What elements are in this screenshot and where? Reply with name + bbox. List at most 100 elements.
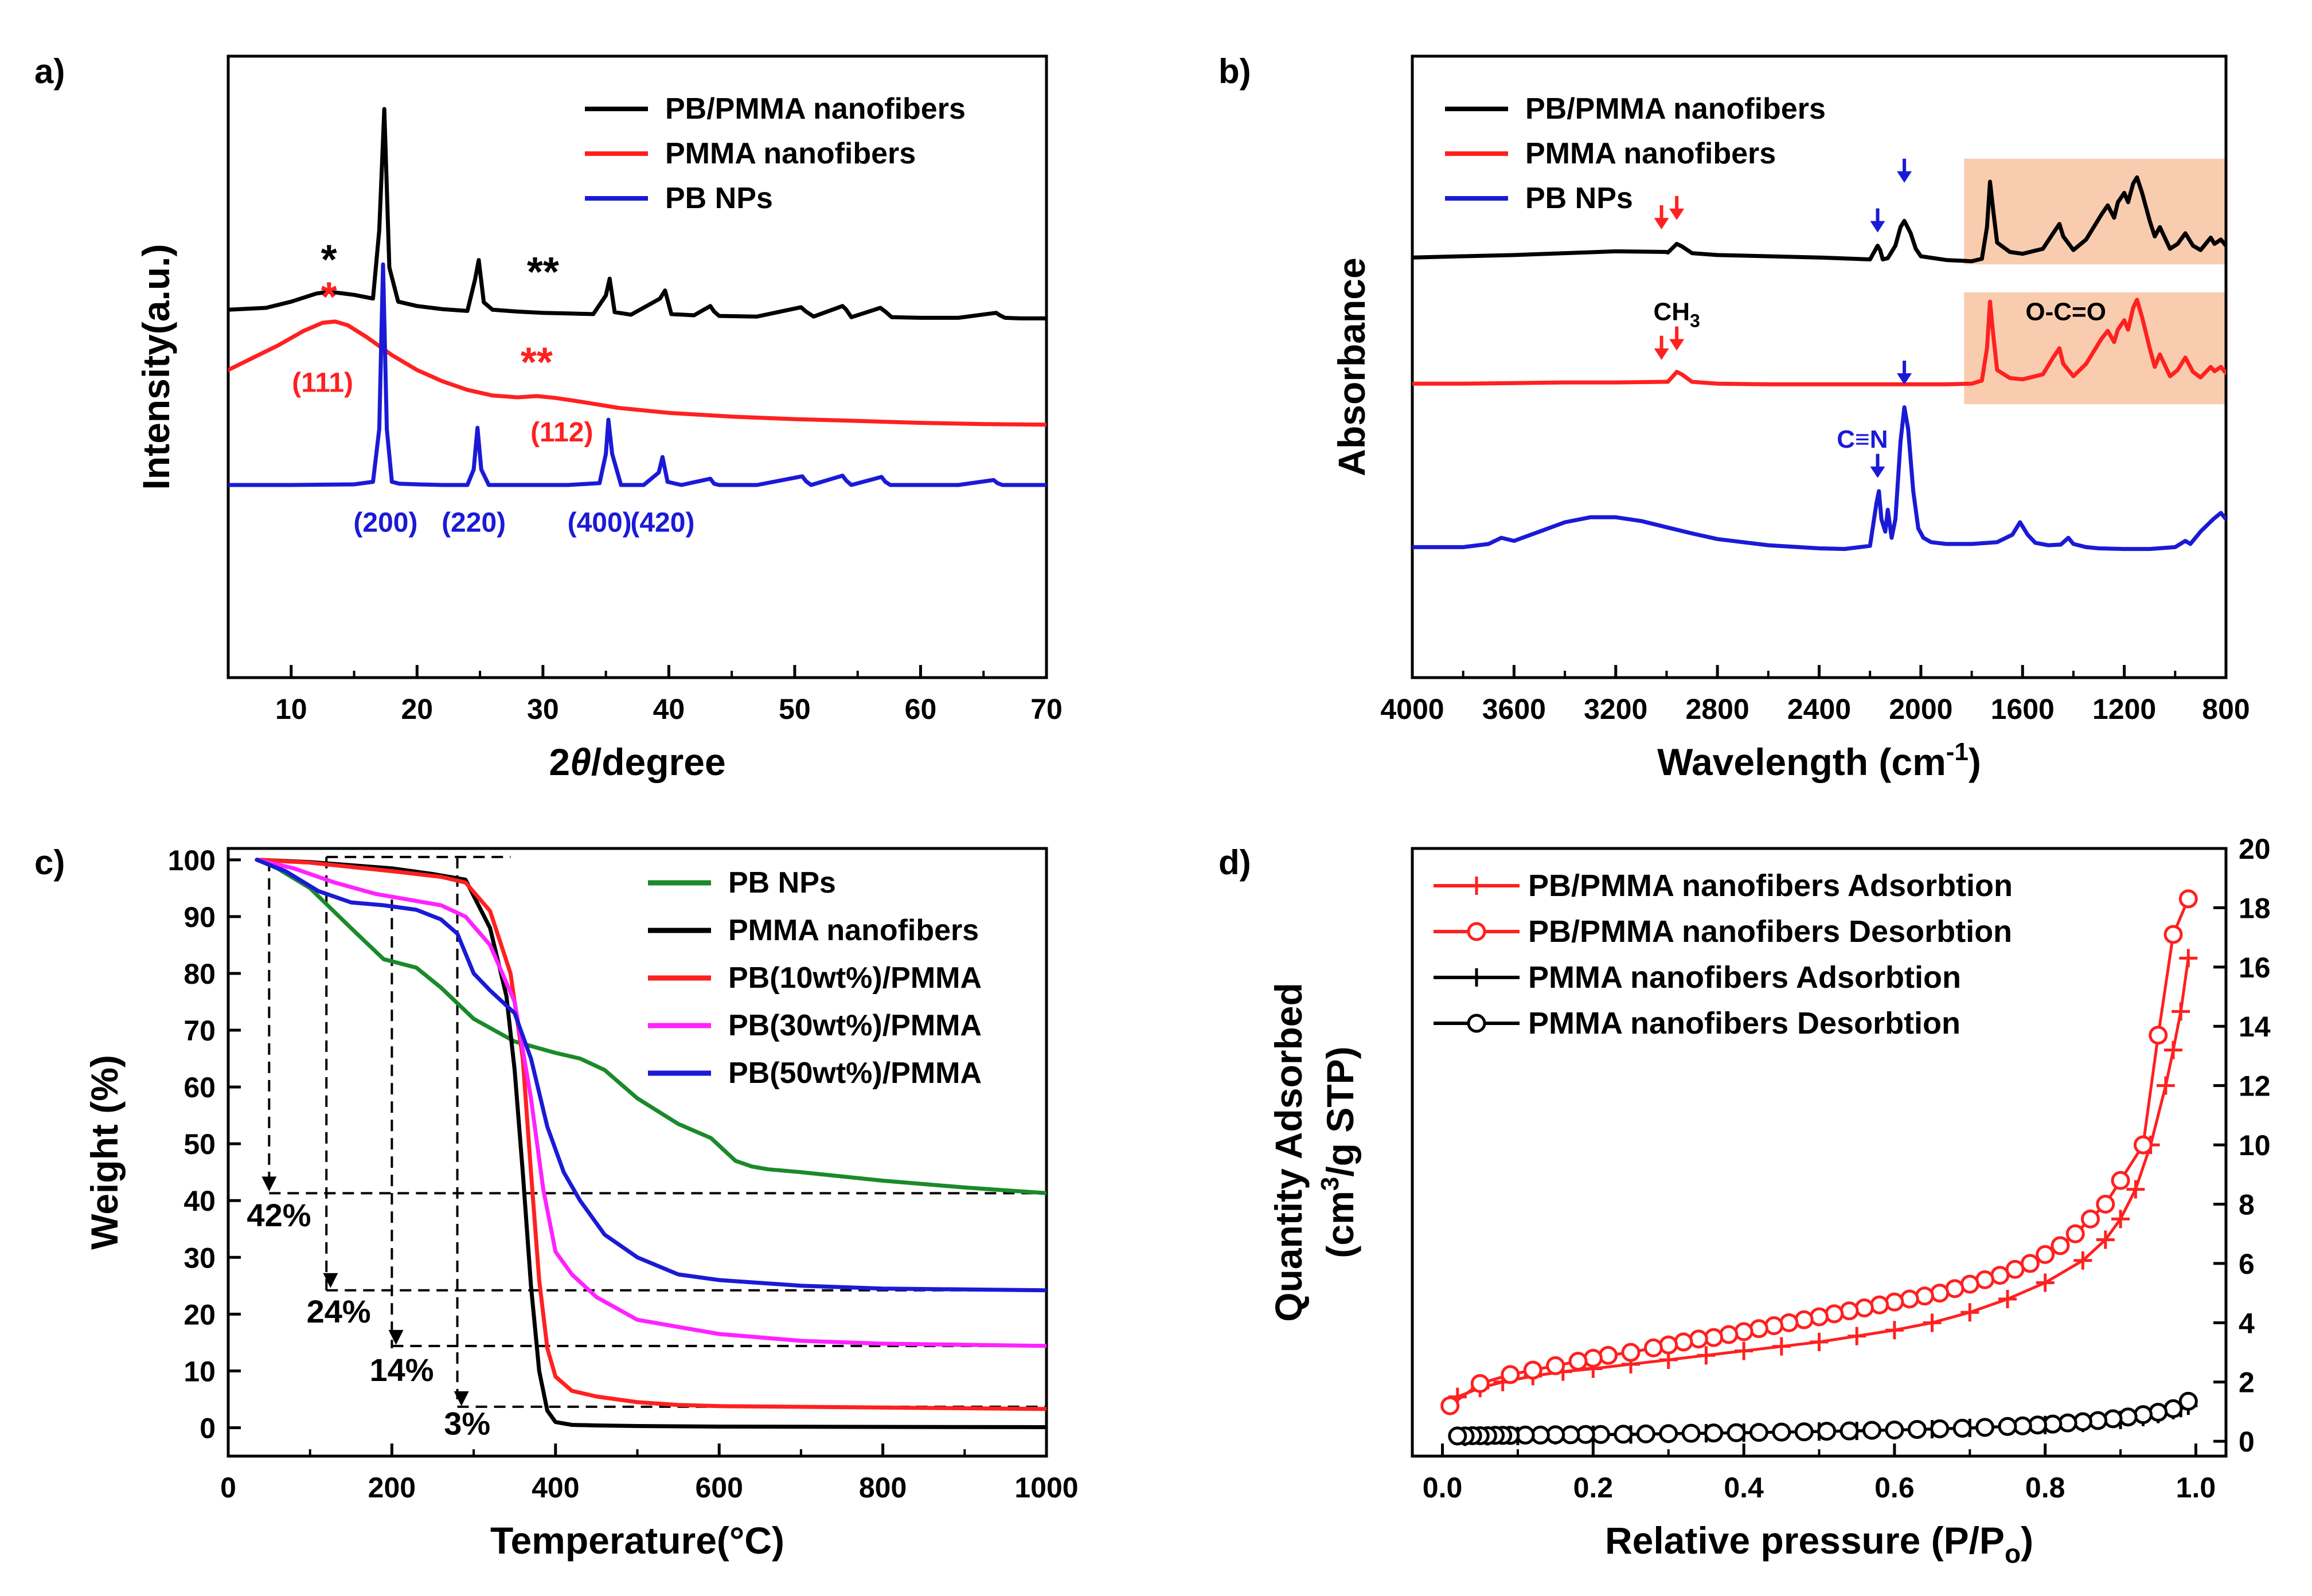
data-point-d-3 xyxy=(2178,1391,2198,1411)
y-tick-label-c: 60 xyxy=(183,1071,216,1104)
series-line-a-0 xyxy=(228,107,1046,320)
data-point-d-3 xyxy=(1794,1422,1814,1442)
x-tick-label-c: 200 xyxy=(368,1472,416,1504)
data-point-d-3 xyxy=(1704,1423,1724,1443)
data-point-d-1 xyxy=(2111,1171,2130,1190)
data-point-d-1 xyxy=(1674,1332,1693,1352)
data-point-d-0 xyxy=(2179,949,2198,968)
data-point-d-1 xyxy=(1960,1274,1979,1294)
legend-label-b: PMMA nanofibers xyxy=(1525,137,1776,170)
y-axis-title-c: Weight (%) xyxy=(83,1055,126,1250)
y-tick-label-d: 8 xyxy=(2239,1188,2255,1221)
x-tick-label-c: 1000 xyxy=(1014,1472,1078,1504)
y-tick-label-c: 70 xyxy=(183,1015,216,1047)
data-point-d-0 xyxy=(1960,1303,1979,1322)
data-point-d-3 xyxy=(1659,1424,1678,1444)
data-point-d-1 xyxy=(2163,925,2183,944)
x-tick-label-a: 20 xyxy=(401,693,433,725)
x-tick-label-b: 800 xyxy=(2202,693,2249,725)
peak-marker-a: ** xyxy=(527,249,559,295)
legend-label-d: PMMA nanofibers Desorbtion xyxy=(1528,1006,1960,1040)
y-tick-label-c: 20 xyxy=(183,1298,216,1331)
data-point-d-1 xyxy=(1810,1307,1829,1327)
miller-index-a: (220) xyxy=(442,507,506,538)
data-point-d-0 xyxy=(2164,1040,2183,1059)
legend-label-a: PB NPs xyxy=(665,182,773,215)
series-line-c-1 xyxy=(255,858,1046,1429)
peak-marker-a: * xyxy=(321,237,337,283)
y-axis-title-b: Absorbance xyxy=(1330,257,1373,476)
band-label-b: O-C=O xyxy=(2025,298,2106,326)
data-point-d-1 xyxy=(1885,1292,1904,1312)
highlight-band-b xyxy=(1964,158,2226,265)
x-tick-label-c: 0 xyxy=(220,1472,236,1504)
legend-label-d: PMMA nanofibers Adsorbtion xyxy=(1528,960,1961,995)
data-point-d-3 xyxy=(1772,1422,1791,1442)
panel-label-d: d) xyxy=(1219,843,1251,882)
peak-arrow-head-b xyxy=(1870,466,1885,478)
panel-b-ftir: b) 4000 3600 3200 2800 2400 2000 1600 1200 800 Wav… xyxy=(1219,52,2250,783)
x-axis-title-c: Temperature(°C) xyxy=(490,1519,784,1562)
data-point-d-3 xyxy=(1975,1418,1995,1437)
data-point-d-1 xyxy=(1689,1329,1708,1349)
panel-d-bet: d) 0.0 0.2 0.4 0.6 0.8 1.0 0 2 4 6 8 10 12 14 16 18 20 Rel… xyxy=(1219,833,2271,1568)
data-point-d-1 xyxy=(1643,1338,1663,1358)
peak-arrow-head-b xyxy=(1654,348,1669,360)
y-tick-label-d: 14 xyxy=(2239,1011,2271,1043)
band-label-b: C≡N xyxy=(1837,425,1888,453)
data-point-d-1 xyxy=(2081,1209,2100,1229)
data-point-d-1 xyxy=(1854,1298,1874,1317)
data-point-d-1 xyxy=(1568,1352,1588,1371)
data-point-d-0 xyxy=(2036,1273,2055,1292)
band-label-text: C≡N xyxy=(1837,425,1888,453)
data-point-d-0 xyxy=(2073,1251,2092,1270)
data-point-d-3 xyxy=(1840,1421,1859,1441)
y-tick-label-c: 90 xyxy=(183,901,216,933)
data-point-d-1 xyxy=(2178,889,2198,909)
data-point-d-1 xyxy=(2036,1245,2055,1264)
panel-c-tga: c) 0 200 400 600 800 1000 0 10 20 30 40 50 60 70 80 90 10… xyxy=(34,843,1079,1562)
data-point-d-1 xyxy=(2051,1236,2070,1255)
miller-index-a: (112) xyxy=(530,417,593,448)
data-point-d-0 xyxy=(1848,1327,1866,1345)
legend-label-b: PB/PMMA nanofibers xyxy=(1525,92,1826,126)
x-tick-label-a: 40 xyxy=(653,693,685,725)
panel-label-b: b) xyxy=(1219,52,1251,91)
data-point-d-0 xyxy=(2096,1230,2115,1249)
data-point-d-0 xyxy=(2111,1210,2130,1229)
peak-arrow-head-b xyxy=(1870,221,1885,233)
data-point-d-1 xyxy=(1749,1319,1768,1339)
band-label-b: CH3 xyxy=(1653,298,1700,331)
y-tick-label-d: 16 xyxy=(2239,952,2271,984)
data-point-d-1 xyxy=(1440,1396,1460,1415)
series-line-b-1 xyxy=(1412,298,2226,386)
x-tick-label-a: 10 xyxy=(275,693,307,725)
x-axis-title-a: 2θ/degree xyxy=(549,741,725,783)
legend-label-c: PB NPs xyxy=(728,866,836,899)
data-point-d-1 xyxy=(1719,1325,1739,1344)
data-point-d-3 xyxy=(1885,1420,1904,1439)
x-tick-label-b: 2400 xyxy=(1787,693,1851,725)
series-line-a-2 xyxy=(228,262,1046,487)
data-point-d-1 xyxy=(1704,1328,1724,1347)
series-line-b-0 xyxy=(1412,175,2226,264)
data-point-d-3 xyxy=(2073,1412,2092,1431)
x-title-part: Relative pressure (P/P xyxy=(1605,1519,2005,1562)
data-point-d-3 xyxy=(1749,1423,1768,1442)
data-point-d-1 xyxy=(1779,1313,1799,1332)
data-point-d-1 xyxy=(1470,1374,1490,1393)
data-point-d-1 xyxy=(1870,1295,1889,1315)
miller-index-a: (200) xyxy=(353,507,417,538)
data-point-d-3 xyxy=(1862,1421,1881,1440)
guide-arrow-head-c xyxy=(261,1176,277,1192)
x-title-part: /degree xyxy=(591,741,726,783)
peak-arrow-head-b xyxy=(1669,339,1685,351)
data-point-d-3 xyxy=(2118,1407,2138,1427)
peak-marker-a: * xyxy=(321,274,337,320)
x-tick-label-c: 800 xyxy=(859,1472,907,1504)
legend-label-d: PB/PMMA nanofibers Adsorbtion xyxy=(1528,869,2013,903)
data-point-d-1 xyxy=(1915,1286,1934,1306)
y-axis-title-d-line2: (cm3/g STP) xyxy=(1316,1046,1361,1258)
data-point-d-1 xyxy=(1900,1289,1919,1309)
x-tick-label-c: 400 xyxy=(532,1472,579,1504)
